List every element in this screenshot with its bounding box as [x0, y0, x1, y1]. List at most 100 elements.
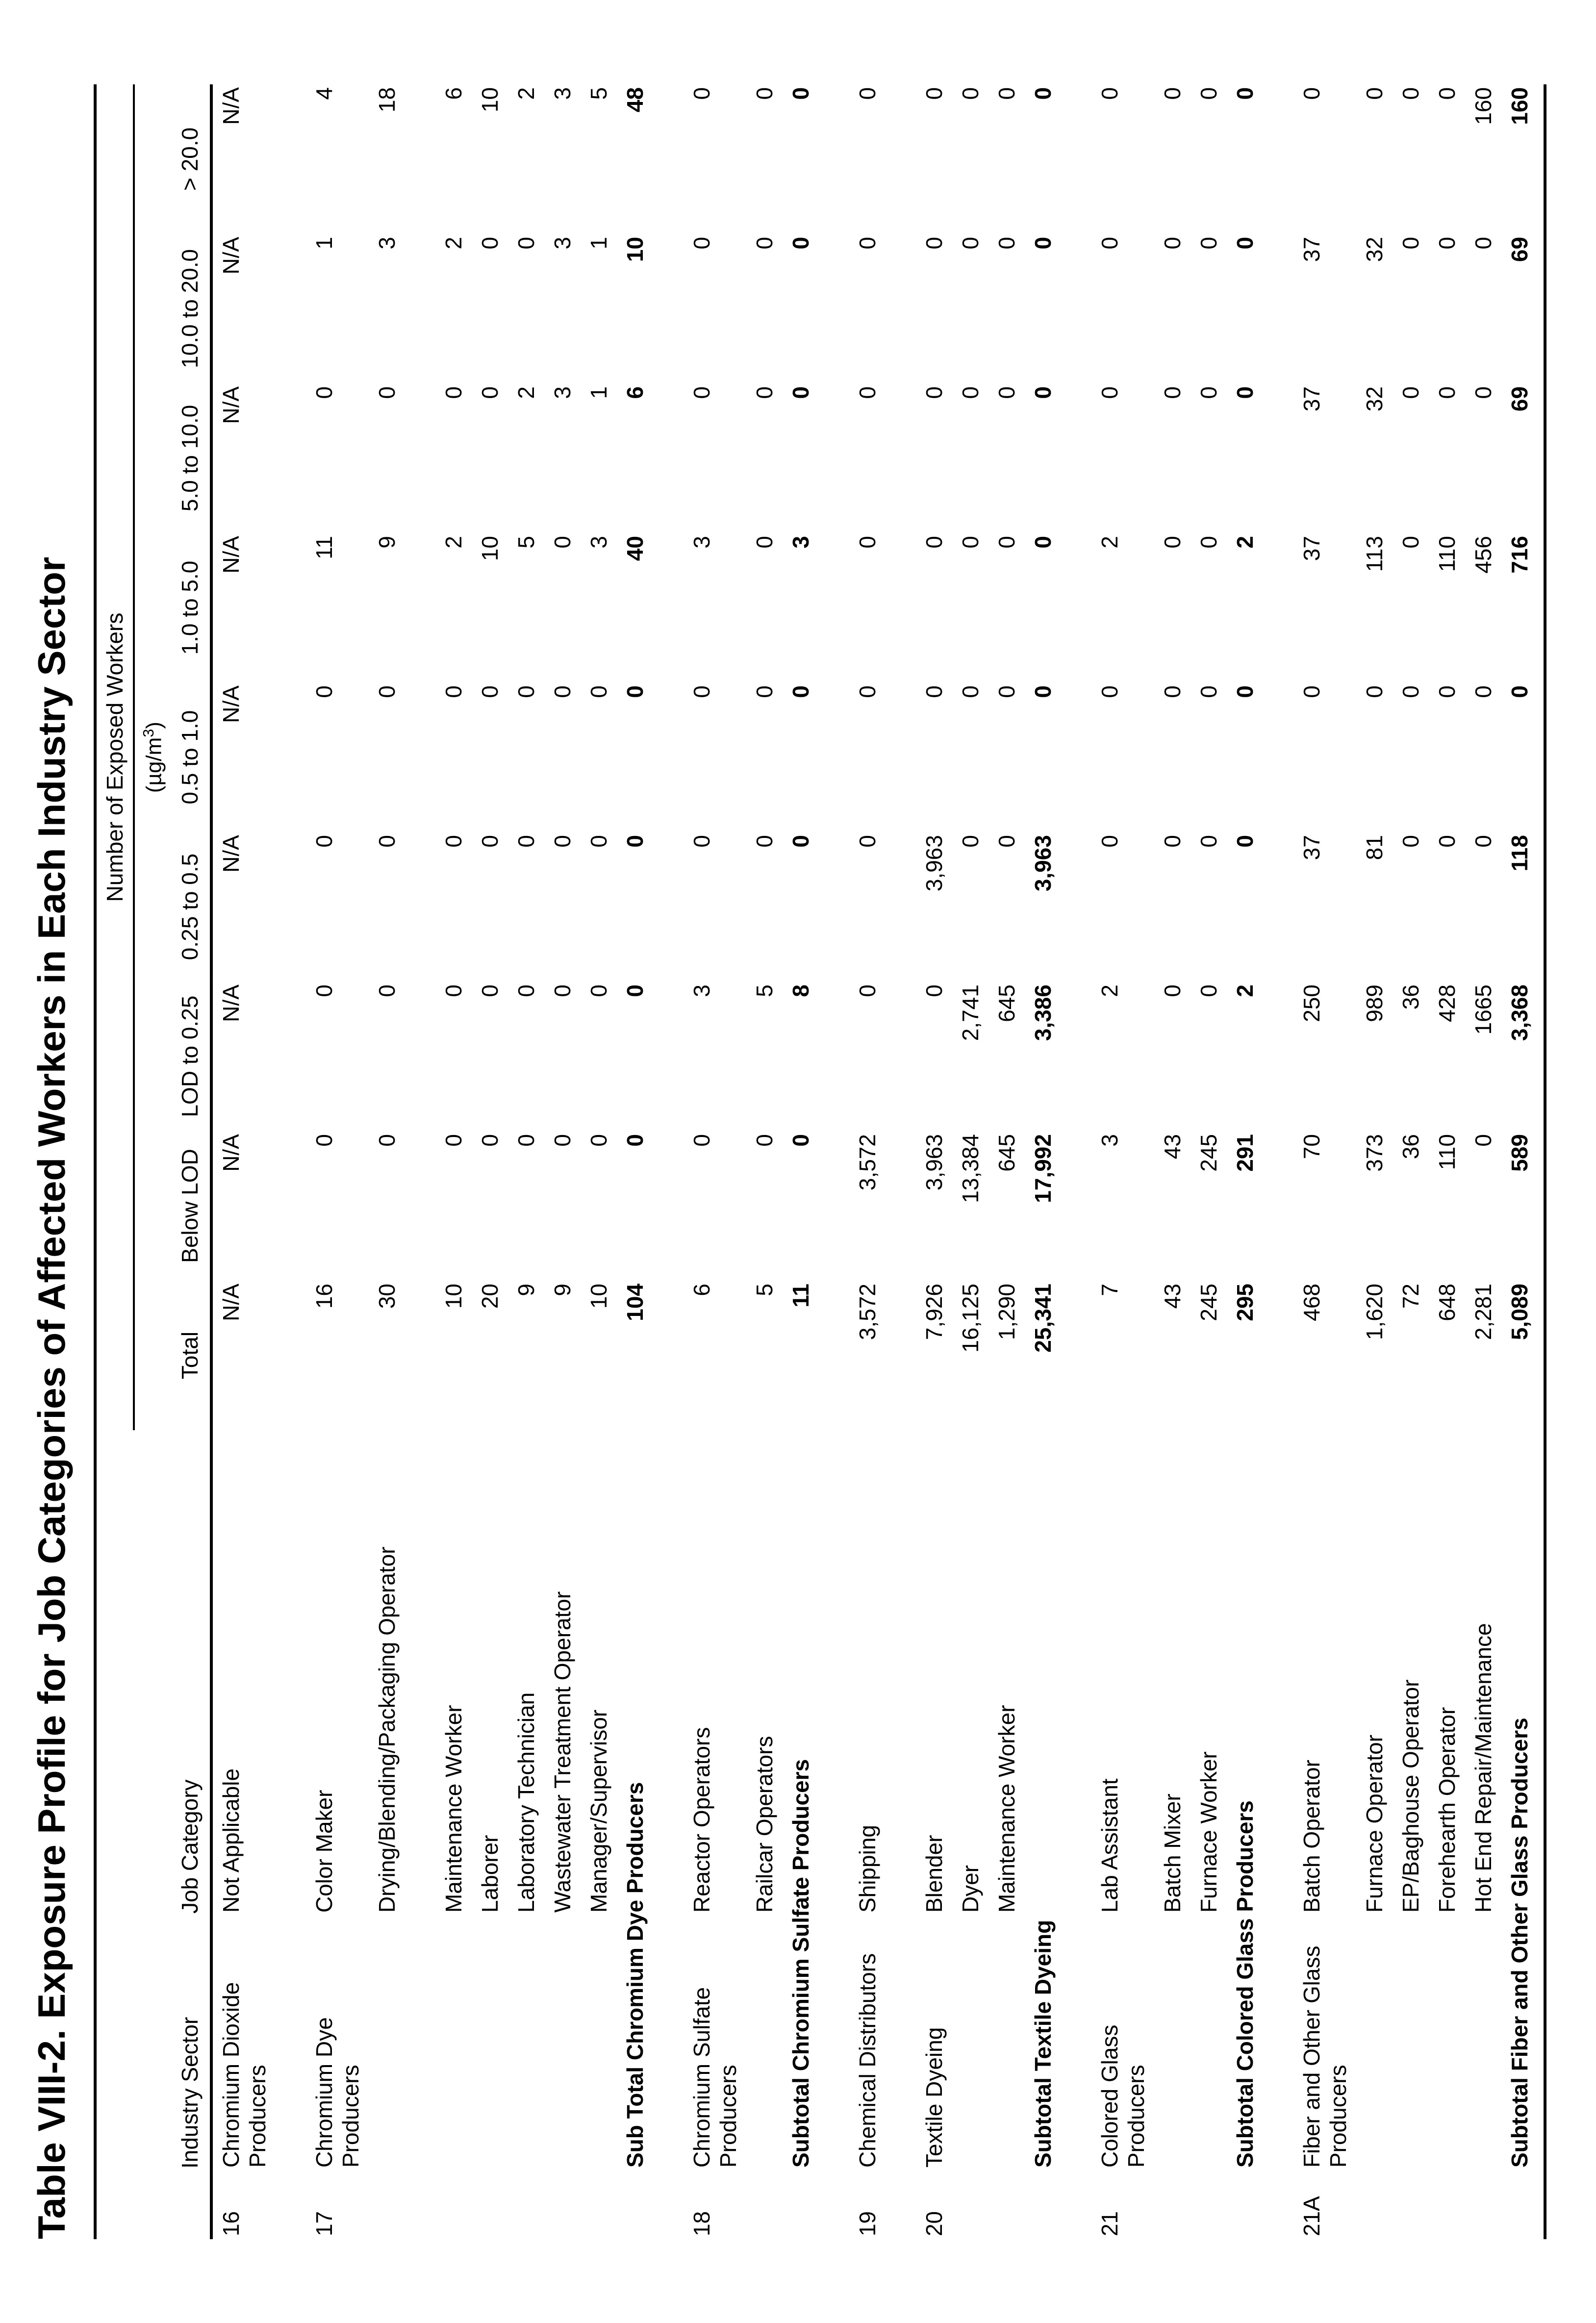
cell-r1_5: 0 [988, 533, 1025, 682]
cell-job: Hot End Repair/Maintenance [1465, 1430, 1501, 1916]
col-05-1: 0.5 to 1.0 [172, 682, 211, 832]
subtotal-row: Subtotal Chromium Sulfate Producers11080… [783, 84, 819, 2239]
cell-r025_05: 0 [988, 832, 1025, 982]
cell-sector: Chromium Dioxide Producers [211, 1916, 276, 2171]
exposure-table: Number of Exposed Workers (µg/m3) Indust… [94, 84, 1546, 2239]
cell-r10_20: 0 [988, 234, 1025, 383]
cell-r5_10: 69 [1501, 383, 1545, 533]
cell-r025_05: 0 [1393, 832, 1429, 982]
cell-below_lod: 0 [435, 1131, 472, 1281]
cell-idx: 16 [211, 2171, 276, 2239]
table-row: Railcar Operators505000000 [746, 84, 783, 2239]
cell-r5_10: 6 [617, 383, 653, 533]
cell-below_lod: 3,572 [849, 1131, 886, 1281]
cell-r20p: N/A [211, 84, 276, 233]
cell-lod_025: 2 [1227, 982, 1263, 1131]
cell-r025_05: 3,963 [916, 832, 952, 982]
cell-sector [1154, 1916, 1191, 2171]
cell-r20p: 0 [916, 84, 952, 233]
spacer-cell [1263, 84, 1293, 2239]
cell-job: Furnace Operator [1356, 1430, 1393, 1916]
col-10-20: 10.0 to 20.0 [172, 234, 211, 383]
cell-r05_1: 0 [1154, 682, 1191, 832]
spacer-row [653, 84, 684, 2239]
cell-lod_025: 5 [746, 982, 783, 1131]
cell-r1_5: 3 [684, 533, 746, 682]
cell-r025_05: 0 [684, 832, 746, 982]
spacer-cell [405, 84, 435, 2239]
cell-r20p: 0 [1091, 84, 1154, 233]
cell-below_lod: 13,384 [952, 1131, 988, 1281]
cell-r5_10: 0 [472, 383, 508, 533]
cell-r025_05: 0 [1465, 832, 1501, 982]
cell-idx: 18 [684, 2171, 746, 2239]
cell-r20p: 0 [1293, 84, 1356, 233]
table-row: Batch Mixer43430000000 [1154, 84, 1191, 2239]
cell-total: 1,290 [988, 1281, 1025, 1430]
cell-job: Laboratory Technician [508, 1430, 544, 1916]
cell-sector [746, 1916, 783, 2171]
cell-r1_5: 2 [435, 533, 472, 682]
cell-sector [544, 1916, 581, 2171]
cell-r20p: 0 [952, 84, 988, 233]
cell-total: 648 [1429, 1281, 1465, 1430]
cell-lod_025: 36 [1393, 982, 1429, 1131]
col-5-10: 5.0 to 10.0 [172, 383, 211, 533]
table-row: 18Chromium Sulfate ProducersReactor Oper… [684, 84, 746, 2239]
table-row: 17Chromium Dye ProducersColor Maker16000… [306, 84, 369, 2239]
cell-r1_5: 0 [746, 533, 783, 682]
cell-idx [988, 2171, 1025, 2239]
cell-r10_20: 0 [952, 234, 988, 383]
table-row: Wastewater Treatment Operator900000333 [544, 84, 581, 2239]
cell-r5_10: 0 [746, 383, 783, 533]
cell-r025_05: 81 [1356, 832, 1393, 982]
cell-sector [1465, 1916, 1501, 2171]
cell-r05_1: 0 [849, 682, 886, 832]
col-20p: > 20.0 [172, 84, 211, 233]
cell-idx [1191, 2171, 1227, 2239]
cell-job: Reactor Operators [684, 1430, 746, 1916]
table-row: 16Chromium Dioxide ProducersNot Applicab… [211, 84, 276, 2239]
cell-subtotal-label: Subtotal Fiber and Other Glass Producers [1501, 1430, 1545, 2171]
cell-job: Wastewater Treatment Operator [544, 1430, 581, 1916]
cell-r1_5: 0 [952, 533, 988, 682]
cell-r05_1: 0 [1393, 682, 1429, 832]
cell-r10_20: 1 [581, 234, 617, 383]
cell-below_lod: 3,963 [916, 1131, 952, 1281]
cell-r5_10: 0 [1393, 383, 1429, 533]
cell-r1_5: 0 [1191, 533, 1227, 682]
header-group: Number of Exposed Workers [95, 84, 134, 1430]
cell-r05_1: 0 [306, 682, 369, 832]
cell-r5_10: 0 [988, 383, 1025, 533]
cell-idx [1154, 2171, 1191, 2239]
cell-r20p: 0 [849, 84, 886, 233]
cell-r1_5: 11 [306, 533, 369, 682]
cell-r1_5: 113 [1356, 533, 1393, 682]
spacer-cell [276, 84, 306, 2239]
subtotal-row: Sub Total Chromium Dye Producers10400004… [617, 84, 653, 2239]
cell-r5_10: 0 [783, 383, 819, 533]
col-1-5: 1.0 to 5.0 [172, 533, 211, 682]
cell-total: N/A [211, 1281, 276, 1430]
cell-r10_20: 0 [1429, 234, 1465, 383]
cell-idx [369, 2171, 405, 2239]
cell-r025_05: 0 [746, 832, 783, 982]
cell-sector: Chromium Dye Producers [306, 1916, 369, 2171]
cell-r5_10: 0 [1154, 383, 1191, 533]
cell-lod_025: 0 [472, 982, 508, 1131]
cell-job: Laborer [472, 1430, 508, 1916]
cell-sector [472, 1916, 508, 2171]
cell-r20p: 160 [1501, 84, 1545, 233]
cell-idx [1393, 2171, 1429, 2239]
cell-r025_05: 0 [306, 832, 369, 982]
cell-sector [1191, 1916, 1227, 2171]
cell-r1_5: 456 [1465, 533, 1501, 682]
cell-r10_20: 10 [617, 234, 653, 383]
cell-job: Railcar Operators [746, 1430, 783, 1916]
table-row: 21Colored Glass ProducersLab Assistant73… [1091, 84, 1154, 2239]
cell-lod_025: 0 [581, 982, 617, 1131]
cell-r1_5: N/A [211, 533, 276, 682]
cell-idx [435, 2171, 472, 2239]
cell-sector: Colored Glass Producers [1091, 1916, 1154, 2171]
cell-sector [1356, 1916, 1393, 2171]
